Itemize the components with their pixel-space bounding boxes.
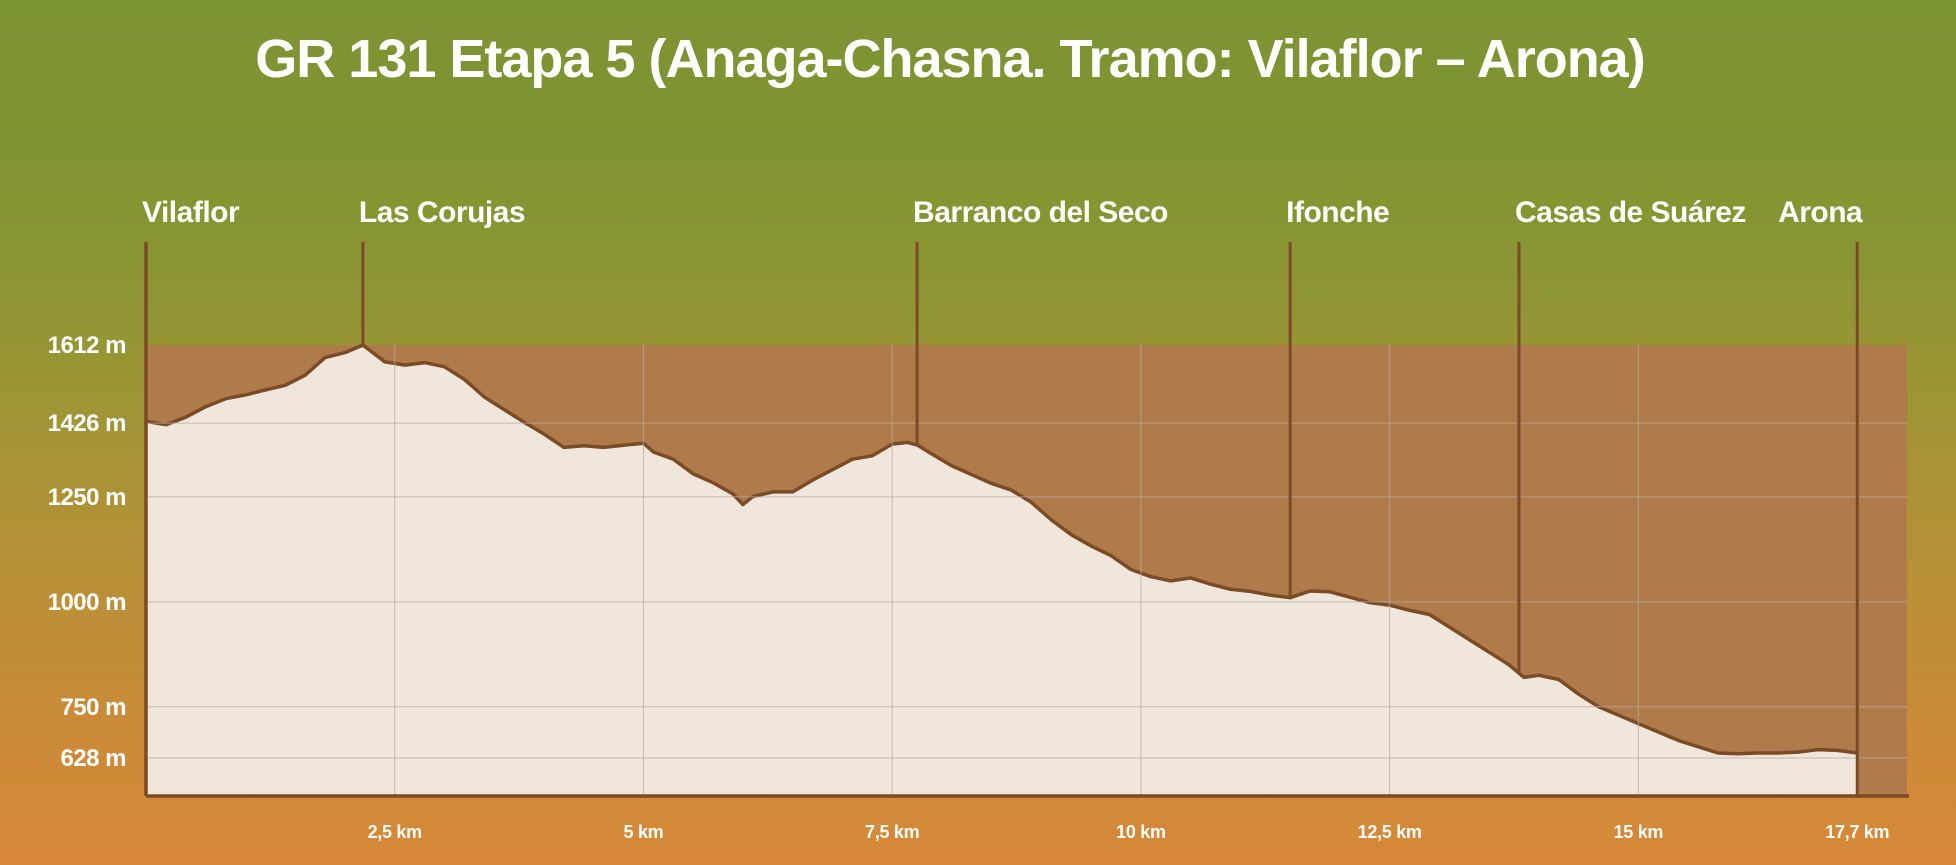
x-tick-label: 15 km [1614, 822, 1664, 842]
y-tick-label: 1000 m [48, 589, 126, 616]
x-tick-label: 12,5 km [1358, 822, 1422, 842]
elevation-area [146, 345, 1858, 796]
y-tick-label: 1250 m [48, 484, 126, 511]
waypoint-label: Casas de Suárez [1515, 196, 1746, 229]
waypoint-label: Arona [1778, 196, 1863, 229]
x-tick-label: 10 km [1116, 822, 1166, 842]
x-tick-label: 17,7 km [1825, 822, 1889, 842]
y-tick-label: 750 m [60, 694, 126, 721]
y-tick-label: 1612 m [48, 332, 126, 359]
x-tick-label: 5 km [624, 822, 664, 842]
y-tick-label: 628 m [60, 745, 126, 772]
waypoint-label: Las Corujas [359, 196, 525, 229]
y-tick-label: 1426 m [48, 410, 126, 437]
waypoint-label: Ifonche [1286, 196, 1389, 229]
waypoint-label: Vilaflor [142, 196, 240, 229]
x-tick-label: 2,5 km [368, 822, 422, 842]
elevation-line [145, 343, 1858, 756]
waypoint-label: Barranco del Seco [913, 196, 1168, 229]
x-tick-label: 7,5 km [865, 822, 919, 842]
chart-title: GR 131 Etapa 5 (Anaga-Chasna. Tramo: Vil… [255, 29, 1645, 89]
